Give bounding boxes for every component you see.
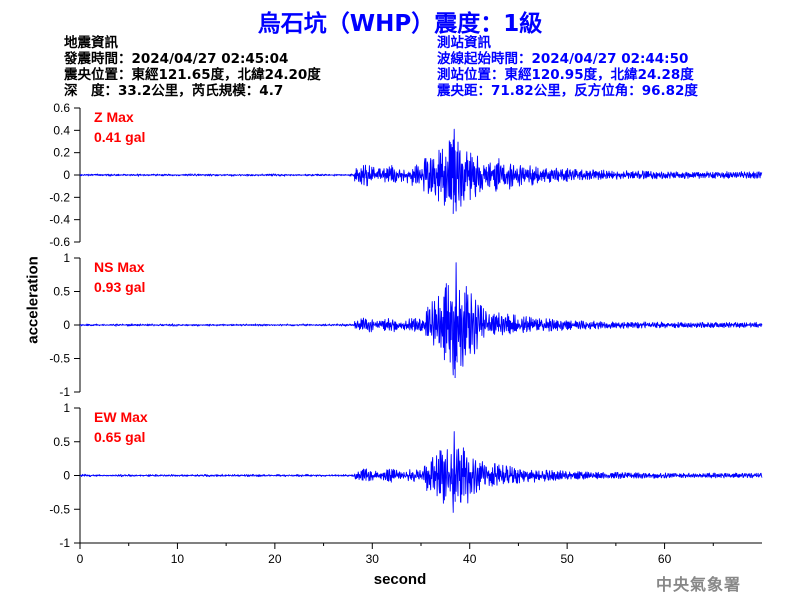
ns-y-tick-label: -1 [59,385,70,399]
y-axis-label: acceleration [24,256,42,344]
ns-y-tick-label: 0 [63,318,70,332]
z-y-tick-label: 0.6 [53,101,70,115]
station-info: 測站資訊 波線起始時間：2024/04/27 02:44:50 測站位置：東經1… [437,35,698,99]
ew-y-tick-label: 0.5 [53,435,70,449]
agency-watermark: 中央氣象署 [656,575,742,594]
z-y-tick-label: 0.4 [53,123,70,137]
z-max-title: Z Max [94,109,134,125]
x-tick-label: 30 [366,552,380,566]
z-y-tick-label: -0.4 [49,213,70,227]
depth-magnitude: 深 度：33.2公里，芮氏規模：4.7 [64,83,284,99]
ew-y-tick-label: -0.5 [49,502,70,516]
epicenter-location: 震央位置：東經121.65度，北緯24.20度 [64,67,321,83]
origin-time: 發震時間：2024/04/27 02:45:04 [64,51,289,67]
wave-start-time: 波線起始時間：2024/04/27 02:44:50 [437,51,689,67]
ns-y-tick-label: 0.5 [53,285,70,299]
x-tick-label: 20 [268,552,282,566]
z-y-tick-label: 0.2 [53,146,70,160]
station-info-heading: 測站資訊 [437,35,491,51]
ns-waveform [79,262,763,379]
x-tick-label: 60 [658,552,672,566]
ew-y-tick-label: 0 [63,469,70,483]
ns-y-tick-label: 1 [63,251,70,265]
x-axis-label: second [373,571,427,588]
ew-max-title: EW Max [94,409,148,425]
epicentral-distance: 震央距：71.82公里，反方位角：96.82度 [437,83,698,99]
ns-y-tick-label: -0.5 [49,352,70,366]
z-waveform [79,128,763,214]
ew-y-tick-label: 1 [63,401,70,415]
station-location: 測站位置：東經120.95度，北緯24.28度 [437,67,694,83]
chart-title: 烏石坑（WHP）震度：1級 [257,11,543,37]
z-max-value: 0.41 gal [94,129,145,145]
x-tick-label: 0 [77,552,84,566]
z-y-tick-label: -0.6 [49,235,70,249]
z-y-tick-label: -0.2 [49,190,70,204]
ns-max-title: NS Max [94,259,145,275]
x-tick-label: 50 [560,552,574,566]
earthquake-info-heading: 地震資訊 [64,35,118,51]
x-tick-label: 40 [463,552,477,566]
ew-max-value: 0.65 gal [94,429,145,445]
x-tick-label: 10 [171,552,185,566]
earthquake-info: 地震資訊 發震時間：2024/04/27 02:45:04 震央位置：東經121… [64,35,321,99]
ew-waveform [79,431,763,513]
ns-max-value: 0.93 gal [94,279,145,295]
z-y-tick-label: 0 [63,168,70,182]
ew-y-tick-label: -1 [59,536,70,550]
